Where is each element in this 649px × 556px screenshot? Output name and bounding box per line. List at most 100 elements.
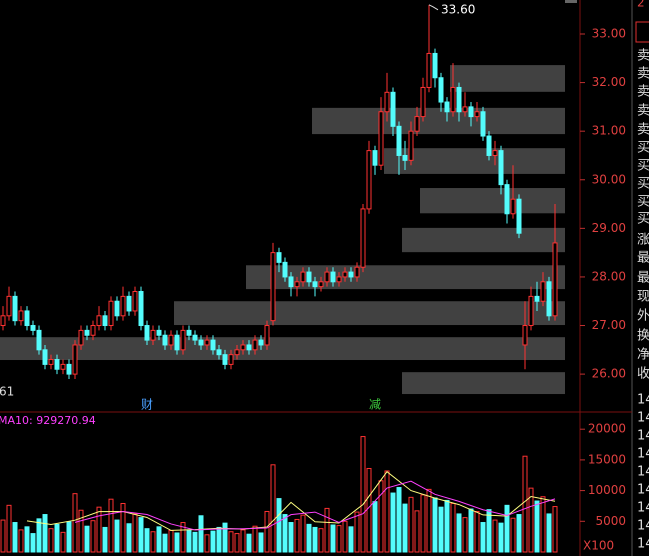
candle-body <box>174 334 180 351</box>
ma-label: MA10: 929270.94 <box>0 414 96 427</box>
event-marker: 减 <box>369 398 381 412</box>
candle-body <box>270 252 276 322</box>
candle-body <box>264 325 270 346</box>
candle-body <box>330 271 336 283</box>
volume-bar <box>498 522 504 553</box>
ma-line <box>26 470 556 531</box>
side-number: 14 <box>637 429 649 444</box>
candle-body <box>438 77 444 103</box>
annotation-label: 33.60 <box>441 2 475 16</box>
candle-body <box>498 150 504 186</box>
side-number: 14 <box>637 537 649 552</box>
volume-bar <box>378 480 384 553</box>
candle-body <box>432 52 438 79</box>
candle-body <box>300 271 306 283</box>
volume-bar <box>264 510 270 553</box>
y-tick-label: 33.00 <box>592 27 626 41</box>
side-row: 收 <box>637 367 649 382</box>
volume-bar <box>66 521 72 553</box>
y-tick-label: 29.00 <box>592 221 626 235</box>
volume-bar <box>108 498 114 553</box>
volume-bar <box>300 514 306 553</box>
volume-bar <box>444 499 450 553</box>
y-tick-label: 26.00 <box>592 367 626 381</box>
chip-band <box>402 227 565 253</box>
candle-body <box>552 242 558 317</box>
candle-body <box>528 295 534 327</box>
side-row: 净 <box>637 348 649 363</box>
side-row: 最 <box>637 251 649 266</box>
candle-body <box>192 334 198 341</box>
volume-bar <box>414 510 420 553</box>
volume-bar <box>432 497 438 553</box>
y-tick-label: 5000 <box>595 514 626 528</box>
candle-body <box>150 329 156 341</box>
candle-body <box>504 184 510 215</box>
candle-body <box>12 295 18 322</box>
volume-bar <box>54 523 60 553</box>
side-row: 外 <box>637 309 649 324</box>
volume-bar <box>120 502 126 553</box>
chip-band <box>246 265 565 290</box>
candle-body <box>144 325 150 341</box>
volume-bar <box>198 515 204 553</box>
y-tick-label: 32.00 <box>592 75 626 89</box>
side-box <box>635 21 649 43</box>
volume-bar <box>246 533 252 553</box>
candle-body <box>336 276 342 283</box>
candle-body <box>318 281 324 288</box>
side-row: 买 <box>637 212 649 227</box>
volume-bar <box>408 496 414 553</box>
candle-body <box>234 349 240 356</box>
volume-bar <box>204 534 210 553</box>
y-tick-label: 10000 <box>588 483 626 497</box>
y-tick-label: 20000 <box>588 422 626 436</box>
candle-body <box>294 281 300 288</box>
candle-body <box>516 198 522 234</box>
side-row: 卖 <box>637 104 649 119</box>
candle-body <box>372 150 378 166</box>
candle-body <box>456 86 462 113</box>
volume-bar <box>174 532 180 553</box>
side-number: 14 <box>637 501 649 516</box>
chip-band <box>174 301 565 326</box>
volume-bar <box>294 518 300 553</box>
volume-bar <box>540 496 546 553</box>
candle-body <box>492 150 498 156</box>
volume-bar <box>522 455 528 553</box>
volume-bar <box>456 513 462 553</box>
volume-bar <box>114 519 120 553</box>
volume-bar <box>360 436 366 553</box>
candle-body <box>348 271 354 278</box>
candle-body <box>546 281 552 317</box>
candle-body <box>132 291 138 312</box>
candle-body <box>222 354 228 365</box>
volume-bar <box>486 509 492 553</box>
side-row: 卖 <box>637 49 649 64</box>
candle-body <box>354 266 360 278</box>
volume-bar <box>330 524 336 553</box>
volume-bar <box>336 525 342 553</box>
volume-bar <box>180 522 186 553</box>
volume-bar <box>30 533 36 553</box>
candle-body <box>96 315 102 327</box>
candle-body <box>186 329 192 336</box>
side-row: 换 <box>637 329 649 344</box>
candle-body <box>384 91 390 113</box>
candle-body <box>306 271 312 283</box>
candle-body <box>54 359 60 370</box>
volume-bar <box>90 520 96 553</box>
candle-body <box>468 106 474 118</box>
volume-bar <box>546 513 552 553</box>
candle-body <box>480 111 486 137</box>
volume-bar <box>510 517 516 553</box>
volume-bar <box>324 507 330 553</box>
volume-bar <box>168 530 174 553</box>
volume-bar <box>138 517 144 553</box>
candle-body <box>420 86 426 118</box>
volume-bar <box>0 519 6 553</box>
candle-body <box>6 295 12 317</box>
side-row: 涨 <box>637 233 649 248</box>
candle-body <box>246 344 252 351</box>
volume-bar <box>60 531 66 553</box>
